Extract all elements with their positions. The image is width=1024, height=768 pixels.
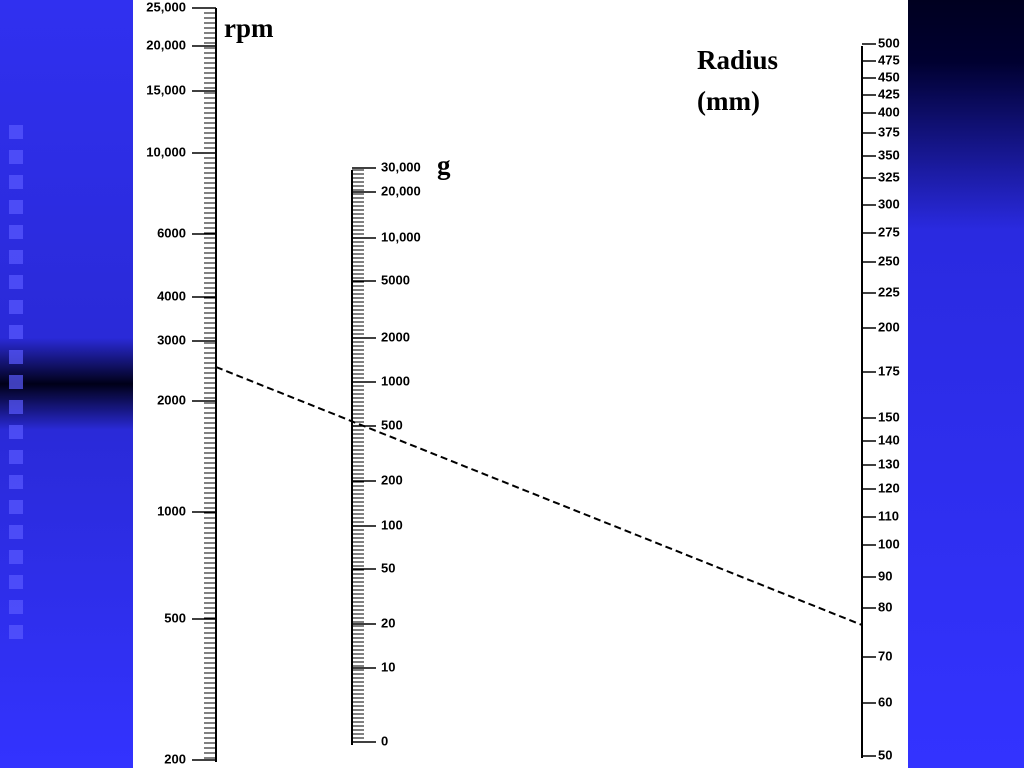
scale-title: g <box>437 150 451 180</box>
tick-label: 20,000 <box>146 37 186 52</box>
tick-label: 4000 <box>157 288 186 303</box>
nomogram: 25,00020,00015,00010,0006000400030002000… <box>146 0 899 766</box>
tick-label: 2000 <box>157 392 186 407</box>
square <box>9 225 23 239</box>
tick-label: 10,000 <box>381 229 421 244</box>
reading-line <box>215 366 863 626</box>
tick-label: 2000 <box>381 329 410 344</box>
tick-label: 0 <box>381 733 388 748</box>
square <box>9 475 23 489</box>
square <box>9 425 23 439</box>
tick-label: 70 <box>878 648 892 663</box>
tick-label: 250 <box>878 253 900 268</box>
square <box>9 175 23 189</box>
tick-label: 130 <box>878 456 900 471</box>
tick-label: 15,000 <box>146 82 186 97</box>
tick-label: 110 <box>878 508 899 523</box>
tick-label: 60 <box>878 694 892 709</box>
square <box>9 600 23 614</box>
square <box>9 150 23 164</box>
tick-label: 5000 <box>381 272 410 287</box>
square <box>9 325 23 339</box>
content-area <box>133 0 908 768</box>
tick-label: 175 <box>878 363 900 378</box>
square <box>9 550 23 564</box>
tick-label: 6000 <box>157 225 186 240</box>
square <box>9 250 23 264</box>
tick-label: 50 <box>381 560 395 575</box>
tick-label: 375 <box>878 124 900 139</box>
tick-label: 120 <box>878 480 900 495</box>
tick-label: 140 <box>878 432 900 447</box>
decoration <box>9 125 23 639</box>
square <box>9 300 23 314</box>
tick-label: 350 <box>878 147 900 162</box>
tick-label: 3000 <box>157 332 186 347</box>
tick-label: 100 <box>381 517 403 532</box>
tick-label: 300 <box>878 196 900 211</box>
tick-label: 50 <box>878 747 892 762</box>
tick-label: 225 <box>878 284 900 299</box>
scale-title: rpm <box>224 13 274 43</box>
tick-label: 450 <box>878 69 900 84</box>
tick-label: 400 <box>878 104 900 119</box>
square <box>9 200 23 214</box>
square <box>9 500 23 514</box>
tick-label: 1000 <box>157 503 186 518</box>
tick-label: 150 <box>878 409 900 424</box>
tick-label: 30,000 <box>381 159 421 174</box>
tick-label: 425 <box>878 86 900 101</box>
tick-label: 100 <box>878 536 900 551</box>
tick-label: 275 <box>878 224 900 239</box>
tick-label: 200 <box>878 319 900 334</box>
square <box>9 125 23 139</box>
square <box>9 625 23 639</box>
tick-label: 25,000 <box>146 0 186 14</box>
square <box>9 525 23 539</box>
square <box>9 375 23 389</box>
tick-label: 200 <box>164 751 186 766</box>
square <box>9 450 23 464</box>
tick-label: 500 <box>878 35 900 50</box>
tick-label: 500 <box>381 417 403 432</box>
square <box>9 400 23 414</box>
scale-title: Radius <box>697 45 778 75</box>
tick-label: 20 <box>381 615 395 630</box>
square <box>9 350 23 364</box>
tick-label: 325 <box>878 169 900 184</box>
tick-label: 20,000 <box>381 183 421 198</box>
tick-label: 1000 <box>381 373 410 388</box>
tick-label: 10,000 <box>146 144 186 159</box>
scale-title: (mm) <box>697 86 760 116</box>
square <box>9 275 23 289</box>
tick-label: 200 <box>381 472 403 487</box>
tick-label: 475 <box>878 52 900 67</box>
tick-label: 10 <box>381 659 395 674</box>
tick-label: 80 <box>878 599 892 614</box>
square <box>9 575 23 589</box>
tick-label: 90 <box>878 568 892 583</box>
tick-label: 500 <box>164 610 186 625</box>
right-background <box>908 0 1024 768</box>
